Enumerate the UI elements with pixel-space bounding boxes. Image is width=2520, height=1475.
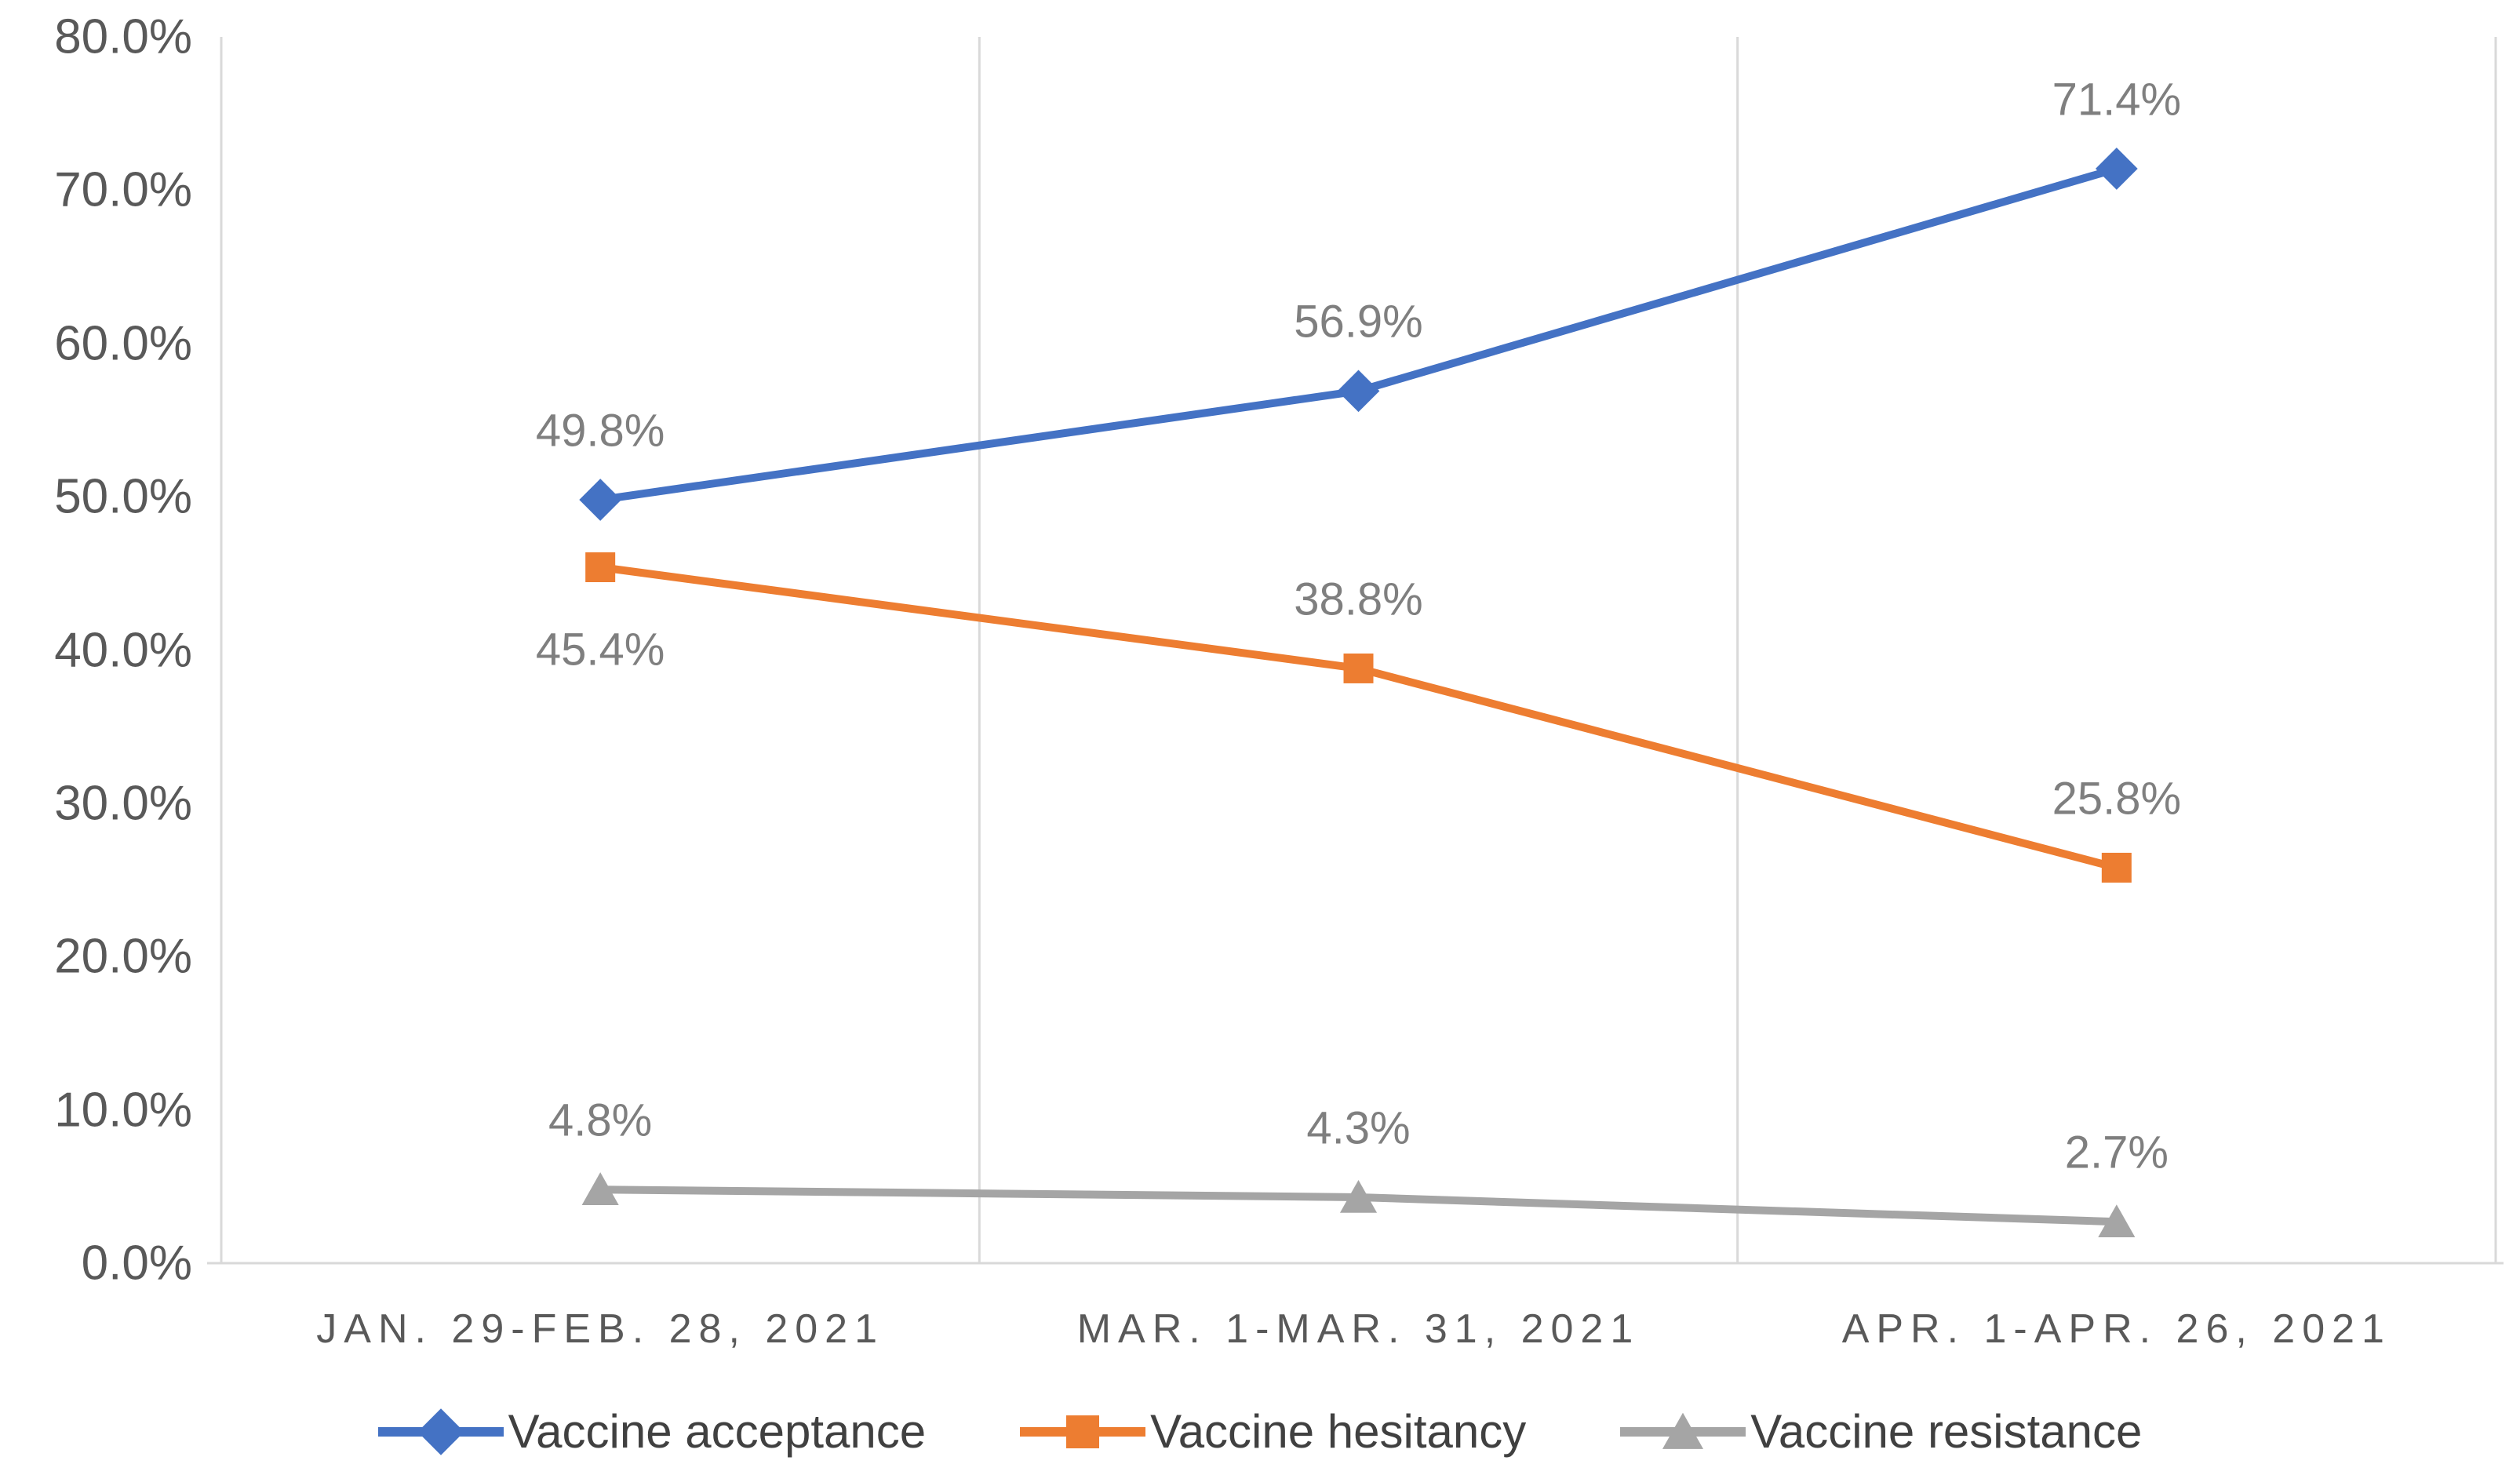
data-label: 4.3% xyxy=(1306,1102,1411,1154)
data-label: 45.4% xyxy=(535,624,665,676)
diamond-marker-icon xyxy=(2095,148,2138,190)
legend: Vaccine acceptance Vaccine hesitancy Vac… xyxy=(0,1404,2520,1459)
gridlines xyxy=(207,37,2504,1265)
y-tick-label: 40.0% xyxy=(54,623,192,677)
y-tick-label: 20.0% xyxy=(54,929,192,984)
data-label: 49.8% xyxy=(535,405,665,457)
triangle-marker-icon xyxy=(1662,1412,1704,1449)
x-category-label: APR. 1-APR. 26, 2021 xyxy=(1841,1306,2391,1352)
data-label: 4.8% xyxy=(548,1094,653,1146)
y-tick-label: 30.0% xyxy=(54,776,192,831)
square-marker-icon xyxy=(585,552,616,582)
x-category-label: MAR. 1-MAR. 31, 2021 xyxy=(1076,1306,1641,1352)
data-label: 2.7% xyxy=(2064,1127,2169,1178)
data-label: 25.8% xyxy=(2052,773,2182,825)
data-label: 71.4% xyxy=(2052,74,2182,126)
line-square-marker-icon xyxy=(1020,1415,1146,1448)
y-tick-label: 80.0% xyxy=(54,9,192,64)
y-tick-label: 50.0% xyxy=(54,469,192,524)
legend-label: Vaccine resistance xyxy=(1750,1405,2143,1458)
triangle-marker-icon xyxy=(1339,1179,1378,1213)
legend-label: Vaccine hesitancy xyxy=(1150,1405,1527,1458)
line-diamond-marker-icon xyxy=(377,1408,504,1455)
legend-item-vaccine-hesitancy: Vaccine hesitancy xyxy=(1020,1404,1526,1459)
triangle-marker-icon xyxy=(2098,1204,2136,1238)
legend-label: Vaccine acceptance xyxy=(508,1405,927,1458)
diamond-marker-icon xyxy=(417,1408,464,1455)
triangle-marker-icon xyxy=(581,1172,619,1205)
x-category-label: JAN. 29-FEB. 28, 2021 xyxy=(316,1306,885,1352)
square-marker-icon xyxy=(2101,852,2132,883)
data-label: 38.8% xyxy=(1294,574,1423,625)
square-marker-icon xyxy=(1066,1415,1100,1448)
diamond-marker-icon xyxy=(1337,370,1380,413)
y-tick-label: 0.0% xyxy=(81,1236,192,1291)
legend-item-vaccine-acceptance: Vaccine acceptance xyxy=(377,1404,927,1459)
y-tick-label: 10.0% xyxy=(54,1083,192,1138)
line-triangle-marker-icon xyxy=(1620,1412,1746,1449)
data-label: 56.9% xyxy=(1294,296,1423,348)
y-tick-label: 70.0% xyxy=(54,162,192,217)
legend-item-vaccine-resistance: Vaccine resistance xyxy=(1620,1404,2142,1459)
diamond-marker-icon xyxy=(579,479,622,521)
square-marker-icon xyxy=(1343,653,1374,683)
y-tick-label: 60.0% xyxy=(54,316,192,371)
